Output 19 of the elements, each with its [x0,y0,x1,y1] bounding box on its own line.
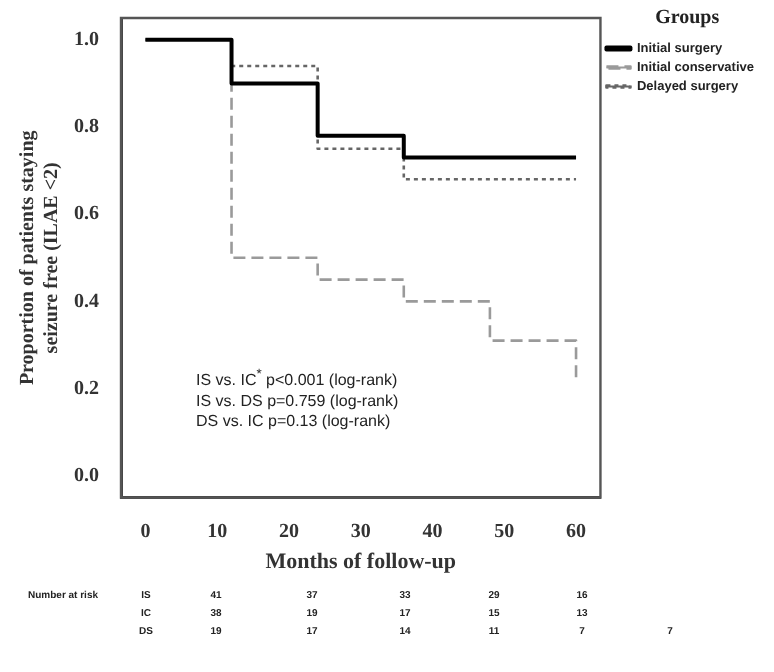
y-tick-label: 0.2 [74,377,99,400]
legend-title: Groups [655,7,720,30]
y-tick-label: 0.8 [74,116,99,139]
x-tick-label: 30 [350,520,371,543]
x-axis-title: Months of follow-up [265,550,457,575]
x-tick-label: 40 [422,520,443,543]
y-tick-label: 0.4 [74,290,99,313]
x-tick-label: 60 [566,520,587,543]
x-tick-label: 10 [207,520,228,543]
y-axis-title: Proportion of patients staying seizure free (ILAE <2) [17,130,64,386]
y-tick-label: 1.0 [74,28,99,51]
annotation: DS vs. IC p=0.13 (log-rank) [196,411,393,432]
x-tick-label: 0 [140,520,151,543]
x-tick-label: 50 [494,520,515,543]
y-tick-label: 0.6 [74,203,99,226]
x-tick-label: 20 [278,520,299,543]
annotation: IS vs. IC$^{*}$ p<0.001 (log-rank) [196,366,399,392]
y-tick-label: 0.0 [74,464,99,487]
annotation: IS vs. DS p=0.759 (log-rank) [196,391,399,412]
